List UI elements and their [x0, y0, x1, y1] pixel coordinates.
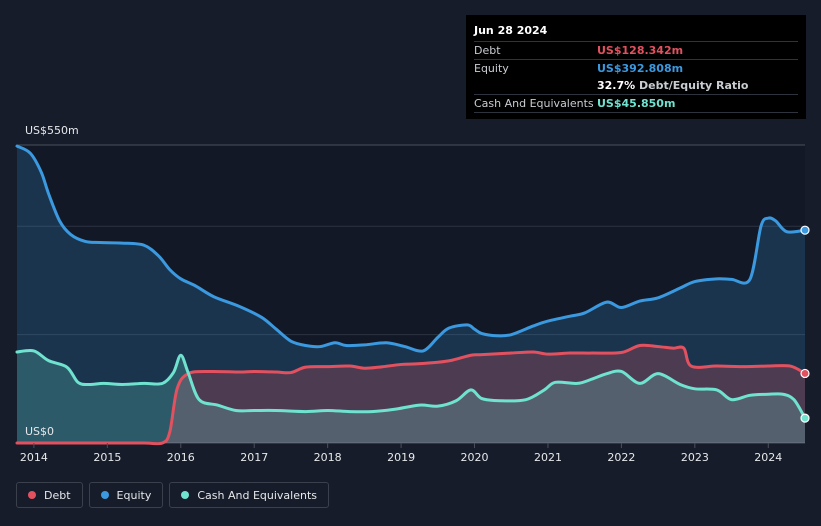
legend-item-cash[interactable]: Cash And Equivalents [169, 482, 329, 508]
x-tick-label: 2024 [754, 451, 782, 464]
end-dot-debt [800, 368, 810, 379]
x-tick-label: 2023 [681, 451, 709, 464]
legend-dot-equity [100, 491, 109, 499]
end-dot-cash-and-equivalents [800, 413, 810, 423]
x-tick-label: 2014 [20, 451, 48, 464]
tooltip-debt-label: Debt [474, 44, 501, 57]
x-tick-label: 2015 [93, 451, 121, 464]
legend-item-debt[interactable]: Debt [16, 482, 83, 508]
series-end-markers [800, 225, 810, 423]
chart-legend: Debt Equity Cash And Equivalents [16, 482, 329, 510]
tooltip-row-debt: Debt US$128.342m [474, 41, 798, 59]
legend-label-debt: Debt [44, 488, 71, 502]
line-debt [15, 343, 807, 446]
tooltip-equity-value: US$392.808m [597, 62, 684, 75]
tooltip-ratio: 32.7% Debt/Equity Ratio [597, 77, 748, 94]
legend-dot-debt [28, 491, 36, 499]
x-tick-label: 2017 [240, 451, 268, 464]
series-lines [15, 144, 807, 446]
area-debt [17, 345, 805, 444]
tooltip-ratio-label: Debt/Equity Ratio [639, 79, 749, 92]
legend-item-equity[interactable]: Equity [88, 482, 164, 508]
x-axis-ticks: 2014 2015 2016 2017 2018 2019 2020 2021 2022 2023… [20, 443, 782, 464]
tooltip-row-equity: Equity US$392.808m [474, 59, 798, 77]
line-equity [15, 144, 807, 353]
legend-label-equity: Equity [116, 488, 152, 502]
legend-label-cash: Cash And Equivalents [197, 488, 317, 502]
line-cash-and-equivalents [15, 348, 807, 420]
x-tick-label: 2018 [314, 451, 342, 464]
tooltip-cash-value: US$45.850m [597, 97, 676, 110]
area-equity [17, 146, 805, 443]
x-tick-label: 2020 [461, 451, 489, 464]
tooltip-date: Jun 28 2024 [474, 24, 548, 37]
end-dot-equity [800, 225, 810, 235]
x-tick-label: 2022 [607, 451, 635, 464]
y-axis-bottom-label: US$0 [25, 425, 54, 438]
x-tick-label: 2019 [387, 451, 415, 464]
tooltip-row-ratio: 32.7% Debt/Equity Ratio [474, 77, 798, 94]
plot-background [17, 145, 805, 443]
y-axis-top-label: US$550m [25, 124, 79, 137]
legend-dot-cash [181, 491, 190, 499]
tooltip-row-cash: Cash And Equivalents US$45.850m [474, 94, 798, 113]
tooltip-cash-label: Cash And Equivalents [474, 97, 594, 110]
x-tick-label: 2021 [534, 451, 562, 464]
tooltip-ratio-percent: 32.7% [597, 79, 636, 92]
x-tick-label: 2016 [167, 451, 195, 464]
tooltip-equity-label: Equity [474, 62, 509, 75]
tooltip-debt-value: US$128.342m [597, 44, 684, 57]
data-tooltip: Jun 28 2024 Debt US$128.342m Equity US$3… [466, 15, 806, 119]
